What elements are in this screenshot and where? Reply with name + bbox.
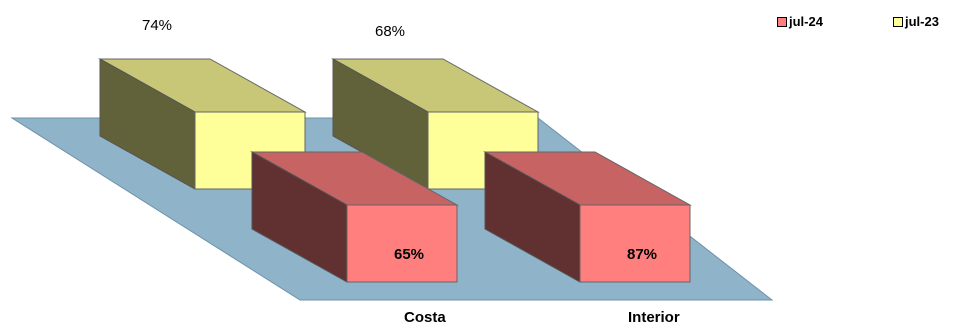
legend-swatch-jul-24 (777, 16, 787, 27)
category-label-interior: Interior (628, 309, 680, 326)
category-label-costa: Costa (404, 309, 446, 326)
data-label-jul-24-costa: 65% (394, 246, 424, 263)
legend-item-jul-24: jul-24 (777, 14, 823, 29)
legend-label-jul-24: jul-24 (789, 14, 823, 29)
bar-front-jul-24-interior (579, 204, 691, 283)
bar-front-jul-24-costa (346, 204, 458, 283)
legend-item-jul-23: jul-23 (893, 14, 939, 29)
data-label-jul-24-interior: 87% (627, 246, 657, 263)
legend-label-jul-23: jul-23 (905, 14, 939, 29)
data-label-jul-23-costa: 74% (142, 17, 172, 34)
legend-swatch-jul-23 (893, 16, 903, 27)
data-label-jul-23-interior: 68% (375, 23, 405, 40)
